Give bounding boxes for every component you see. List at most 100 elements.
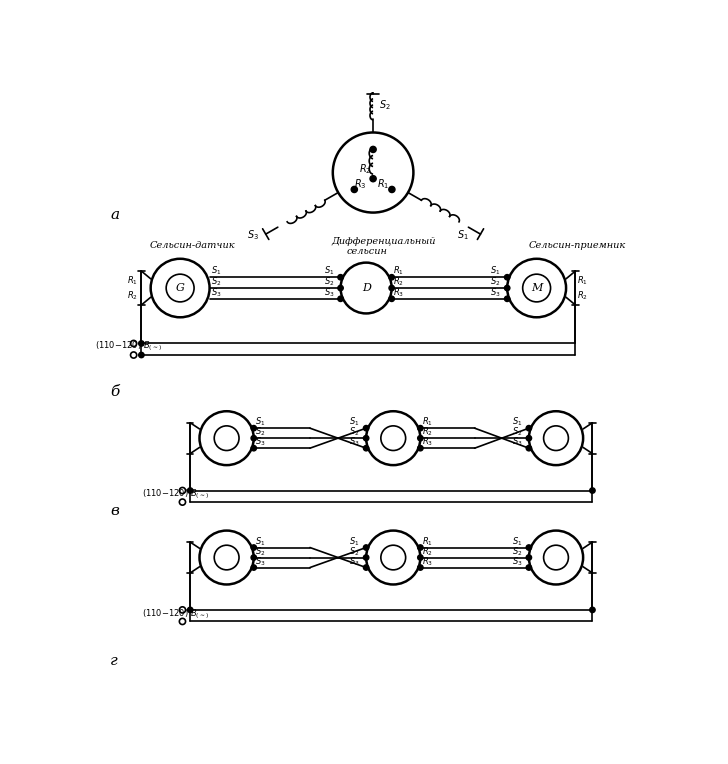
- Circle shape: [505, 296, 510, 302]
- Text: $S_3$: $S_3$: [211, 286, 222, 299]
- Circle shape: [138, 352, 144, 358]
- Circle shape: [526, 565, 531, 570]
- Text: $R_1$: $R_1$: [393, 265, 404, 277]
- Text: $R_3$: $R_3$: [422, 555, 433, 568]
- Text: $S_1$: $S_1$: [512, 535, 522, 548]
- Text: $S_3$: $S_3$: [512, 435, 523, 448]
- Text: $R_2$: $R_2$: [422, 426, 433, 439]
- Text: в: в: [111, 504, 119, 518]
- Text: $(110{-}120)\ В_{(\sim)}$: $(110{-}120)\ В_{(\sim)}$: [142, 607, 210, 620]
- Text: $S_2$: $S_2$: [349, 545, 360, 558]
- Text: $R_2$: $R_2$: [422, 545, 433, 558]
- Circle shape: [363, 445, 369, 451]
- Circle shape: [526, 445, 531, 451]
- Text: $S_1$: $S_1$: [349, 535, 360, 548]
- Text: D: D: [362, 283, 371, 293]
- Text: $S_2$: $S_2$: [379, 99, 391, 112]
- Circle shape: [418, 426, 423, 431]
- Circle shape: [418, 565, 423, 570]
- Text: $R_1$: $R_1$: [422, 416, 433, 429]
- Circle shape: [526, 426, 531, 431]
- Text: $R_2$: $R_2$: [577, 290, 588, 302]
- Text: $S_3$: $S_3$: [490, 286, 501, 299]
- Text: $S_3$: $S_3$: [349, 435, 360, 448]
- Circle shape: [505, 274, 510, 280]
- Circle shape: [251, 435, 256, 441]
- Text: $R_2$: $R_2$: [393, 276, 404, 288]
- Text: $S_3$: $S_3$: [256, 435, 266, 448]
- Circle shape: [418, 555, 423, 560]
- Text: $S_1$: $S_1$: [512, 416, 522, 429]
- Circle shape: [370, 147, 376, 153]
- Text: Сельсин-датчик: Сельсин-датчик: [149, 241, 234, 250]
- Text: $R_1$: $R_1$: [422, 535, 433, 548]
- Circle shape: [251, 445, 256, 451]
- Circle shape: [505, 285, 510, 291]
- Circle shape: [363, 435, 369, 441]
- Circle shape: [389, 274, 395, 280]
- Circle shape: [363, 426, 369, 431]
- Circle shape: [251, 565, 256, 570]
- Text: $R_3$: $R_3$: [354, 177, 366, 191]
- Circle shape: [363, 545, 369, 550]
- Text: $R_1$: $R_1$: [377, 177, 389, 191]
- Text: $S_1$: $S_1$: [211, 265, 221, 277]
- Text: $S_2$: $S_2$: [256, 545, 266, 558]
- Text: Сельсин-приемник: Сельсин-приемник: [529, 241, 626, 250]
- Text: $R_2$: $R_2$: [359, 162, 371, 176]
- Text: $S_1$: $S_1$: [349, 416, 360, 429]
- Text: $S_1$: $S_1$: [490, 265, 501, 277]
- Circle shape: [138, 341, 144, 346]
- Circle shape: [363, 565, 369, 570]
- Text: $S_3$: $S_3$: [256, 555, 266, 568]
- Circle shape: [338, 285, 344, 291]
- Text: M: M: [531, 283, 542, 293]
- Text: б: б: [111, 385, 119, 399]
- Text: $S_2$: $S_2$: [490, 276, 501, 288]
- Text: $R_3$: $R_3$: [393, 286, 404, 299]
- Text: $S_2$: $S_2$: [323, 276, 334, 288]
- Text: $R_1$: $R_1$: [577, 274, 588, 286]
- Circle shape: [188, 607, 193, 613]
- Text: $(110{-}120)\ В_{(\sim)}$: $(110{-}120)\ В_{(\sim)}$: [95, 339, 162, 353]
- Circle shape: [338, 274, 344, 280]
- Text: сельсин: сельсин: [347, 247, 387, 256]
- Circle shape: [370, 176, 376, 182]
- Text: $S_1$: $S_1$: [256, 416, 266, 429]
- Text: а: а: [111, 208, 119, 222]
- Text: $S_3$: $S_3$: [349, 555, 360, 568]
- Text: $R_2$: $R_2$: [127, 290, 138, 302]
- Text: $R_3$: $R_3$: [422, 435, 433, 448]
- Text: $S_1$: $S_1$: [456, 228, 469, 241]
- Circle shape: [418, 545, 423, 550]
- Circle shape: [389, 296, 395, 302]
- Text: $S_1$: $S_1$: [256, 535, 266, 548]
- Circle shape: [351, 186, 357, 193]
- Circle shape: [418, 445, 423, 451]
- Text: $R_1$: $R_1$: [127, 274, 138, 286]
- Circle shape: [526, 435, 531, 441]
- Circle shape: [251, 545, 256, 550]
- Circle shape: [338, 296, 344, 302]
- Circle shape: [526, 555, 531, 560]
- Text: G: G: [175, 283, 185, 293]
- Circle shape: [251, 426, 256, 431]
- Circle shape: [389, 186, 395, 193]
- Text: $S_2$: $S_2$: [256, 426, 266, 439]
- Text: $S_1$: $S_1$: [323, 265, 334, 277]
- Text: $S_2$: $S_2$: [211, 276, 221, 288]
- Circle shape: [526, 545, 531, 550]
- Text: $S_2$: $S_2$: [512, 426, 522, 439]
- Text: $S_2$: $S_2$: [349, 426, 360, 439]
- Circle shape: [590, 488, 595, 494]
- Text: $S_2$: $S_2$: [512, 545, 522, 558]
- Text: $S_3$: $S_3$: [323, 286, 334, 299]
- Circle shape: [188, 488, 193, 494]
- Text: г: г: [111, 655, 118, 668]
- Circle shape: [418, 435, 423, 441]
- Text: $S_3$: $S_3$: [247, 228, 258, 241]
- Circle shape: [363, 555, 369, 560]
- Text: $S_3$: $S_3$: [512, 555, 523, 568]
- Text: Дифференциальный: Дифференциальный: [331, 238, 436, 246]
- Circle shape: [590, 607, 595, 613]
